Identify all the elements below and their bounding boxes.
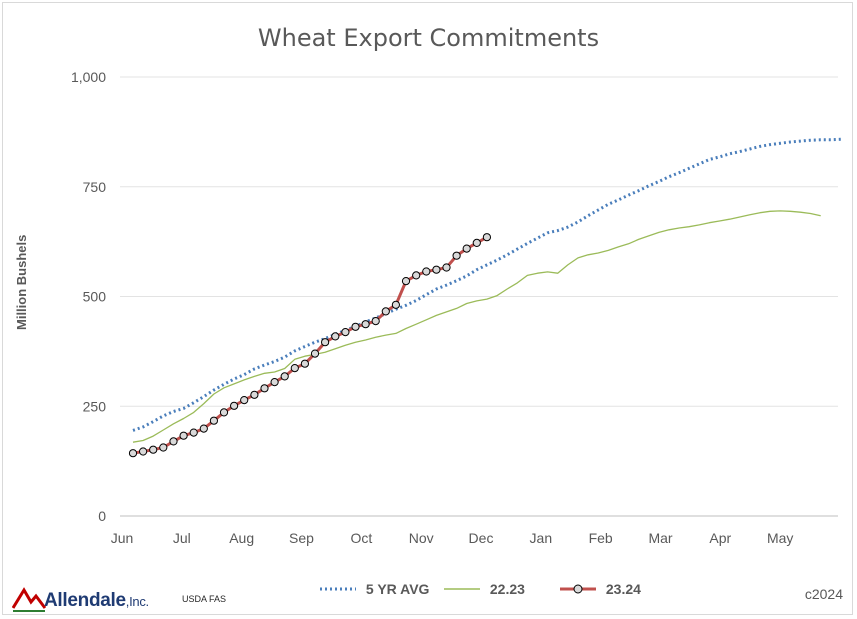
data-point (260, 384, 269, 393)
data-point (371, 317, 380, 326)
brand-name: Allendale (44, 590, 126, 611)
data-point (391, 300, 400, 309)
data-point (401, 277, 411, 286)
legend-label-22-23: 22.23 (489, 581, 525, 598)
x-tick-label: Nov (409, 530, 434, 546)
y-tick-label: 0 (98, 508, 106, 524)
series-line-0 (132, 137, 841, 432)
series-line-1 (132, 210, 821, 443)
y-tick-label: 250 (83, 398, 107, 414)
data-point (321, 338, 330, 347)
x-tick-label: Sep (289, 530, 314, 546)
data-point (270, 378, 279, 387)
data-point (310, 349, 320, 358)
data-point (128, 449, 138, 458)
data-point (169, 437, 178, 446)
x-tick-label: Feb (589, 530, 613, 546)
x-tick-label: Jun (111, 530, 134, 546)
data-point (159, 443, 168, 452)
data-point (432, 265, 441, 274)
legend-label-23-24: 23.24 (605, 581, 641, 598)
legend-item-5yr-avg: 5 YR AVG (318, 580, 429, 597)
data-point (381, 307, 390, 316)
data-point (280, 372, 289, 381)
x-tick-label: Aug (229, 530, 254, 546)
legend-swatch-23-24 (560, 584, 596, 594)
data-point (149, 445, 158, 454)
x-tick-label: Jan (530, 530, 553, 546)
x-tick-label: Mar (648, 530, 672, 546)
data-point (209, 416, 218, 425)
data-point (250, 390, 259, 399)
x-tick-label: Dec (469, 530, 494, 546)
x-tick-label: Jul (173, 530, 191, 546)
data-point (189, 428, 198, 437)
y-tick-label: 750 (83, 179, 107, 195)
legend-item-22-23: 22.23 (442, 580, 525, 597)
legend-swatch-22-23 (444, 588, 480, 591)
data-point (412, 271, 421, 280)
allendale-logo-icon (12, 587, 46, 612)
data-point (300, 359, 309, 368)
legend-item-23-24: 23.24 (558, 580, 641, 597)
copyright-note: c2024 (804, 586, 843, 602)
x-tick-label: Apr (709, 530, 731, 546)
brand-suffix: ,Inc. (125, 594, 149, 609)
x-tick-label: Oct (350, 530, 372, 546)
data-point (351, 322, 360, 331)
y-tick-label: 1,000 (71, 69, 106, 85)
data-point (230, 401, 239, 410)
data-point (462, 244, 471, 253)
data-point (240, 396, 249, 405)
data-point (422, 267, 431, 276)
data-point (341, 328, 350, 337)
chart-title: Wheat Export Commitments (257, 24, 600, 52)
data-point (199, 424, 208, 433)
y-tick-label: 500 (83, 289, 107, 305)
legend-label-5yr-avg: 5 YR AVG (365, 581, 430, 598)
data-point (452, 251, 461, 260)
x-tick-label: May (767, 530, 793, 546)
data-point (472, 238, 481, 247)
data-point (442, 263, 451, 272)
data-point (331, 332, 340, 341)
brand-logo-text: Allendale,Inc. (44, 590, 149, 612)
source-note: USDA FAS (182, 594, 227, 604)
legend-swatch-5yr-avg (320, 587, 356, 591)
data-point (179, 431, 188, 440)
data-point (290, 364, 299, 373)
data-point (139, 447, 148, 456)
data-point (219, 408, 229, 417)
data-point (482, 233, 491, 242)
data-point (361, 320, 370, 329)
